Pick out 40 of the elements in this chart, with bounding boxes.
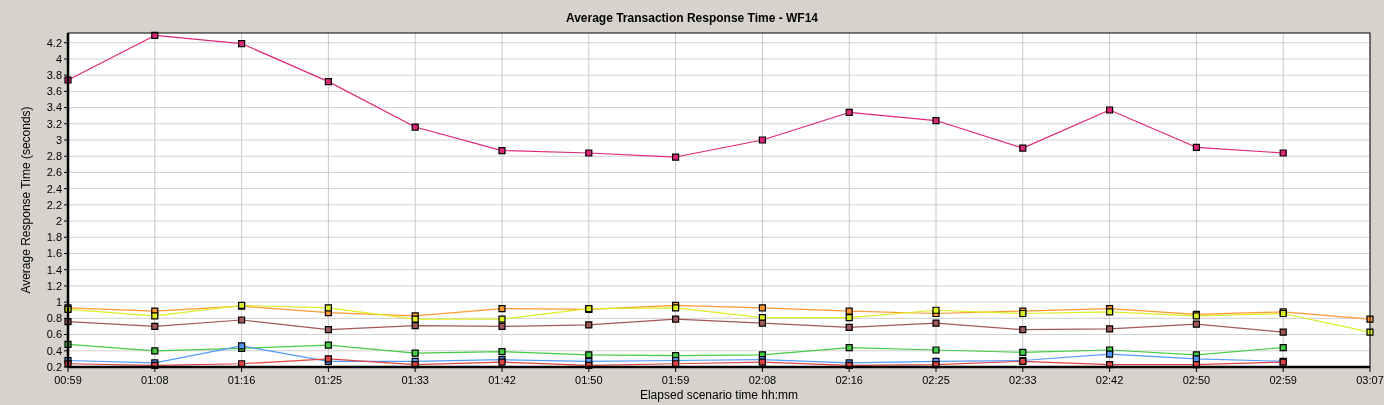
y-tick-label: 1.6 [46, 247, 62, 260]
y-tick-label: 3 [55, 133, 62, 146]
x-tick-label: 01:25 [314, 374, 343, 386]
x-tick-label: 02:08 [748, 374, 777, 386]
chart-title: Average Transaction Response Time - WF14 [565, 11, 819, 25]
y-tick-label: 2 [55, 214, 62, 227]
x-tick-label: 01:59 [661, 374, 690, 386]
x-tick-label: 01:42 [488, 374, 516, 386]
y-tick-label: 4.2 [46, 36, 62, 49]
x-tick-label: 02:59 [1269, 374, 1297, 386]
x-tick-label: 03:07 [1356, 374, 1384, 386]
y-tick-label: 2.2 [46, 198, 62, 211]
x-tick-label: 01:33 [401, 374, 429, 386]
y-tick-label: 0.2 [46, 360, 62, 373]
y-tick-label: 0.4 [46, 344, 62, 357]
x-tick-label: 01:16 [227, 374, 256, 386]
y-tick-label: 0.6 [46, 328, 62, 341]
y-tick-label: 2.4 [46, 182, 62, 195]
y-axis-title: Average Response Time (seconds) [19, 106, 33, 294]
y-tick-label: 2.6 [46, 166, 62, 179]
x-tick-label: 02:16 [835, 374, 863, 386]
y-tick-label: 1.4 [46, 263, 62, 276]
x-tick-label: 01:08 [141, 374, 169, 386]
y-tick-label: 2.8 [46, 150, 62, 163]
x-tick-label: 00:59 [54, 374, 82, 386]
y-tick-label: 1 [55, 296, 62, 308]
x-tick-label: 02:50 [1182, 374, 1211, 386]
y-tick-label: 3.4 [46, 101, 62, 114]
x-tick-label: 02:25 [922, 374, 950, 386]
y-tick-label: 1.2 [46, 279, 62, 292]
y-tick-label: 3.8 [46, 69, 62, 82]
x-tick-label: 01:50 [575, 374, 603, 386]
y-tick-label: 1.8 [46, 231, 62, 244]
y-tick-label: 4 [55, 52, 62, 65]
x-tick-label: 02:33 [1009, 374, 1037, 386]
x-axis-title: Elapsed scenario time hh:mm [639, 388, 799, 402]
y-tick-label: 0.8 [46, 312, 62, 325]
x-tick-label: 02:42 [1095, 374, 1124, 386]
y-tick-label: 3.2 [46, 117, 62, 130]
y-tick-label: 3.6 [46, 85, 62, 98]
